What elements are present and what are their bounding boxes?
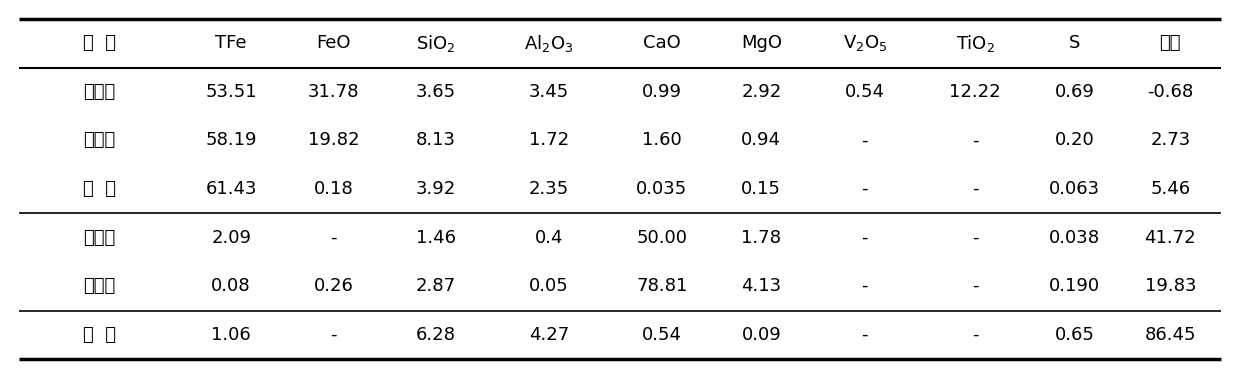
Text: FeO: FeO — [316, 34, 351, 52]
Text: 钒钛矿: 钒钛矿 — [83, 83, 115, 101]
Text: 53.51: 53.51 — [206, 83, 257, 101]
Text: 石灰石: 石灰石 — [83, 229, 115, 246]
Text: 2.35: 2.35 — [528, 180, 569, 198]
Text: 0.18: 0.18 — [314, 180, 353, 198]
Text: 61.43: 61.43 — [206, 180, 257, 198]
Text: -: - — [330, 326, 337, 344]
Text: 6.28: 6.28 — [415, 326, 455, 344]
Text: 0.09: 0.09 — [742, 326, 781, 344]
Text: 78.81: 78.81 — [636, 277, 687, 295]
Text: $\rm Al_2O_3$: $\rm Al_2O_3$ — [525, 33, 573, 54]
Text: 86.45: 86.45 — [1145, 326, 1197, 344]
Text: 41.72: 41.72 — [1145, 229, 1197, 246]
Text: 0.20: 0.20 — [1055, 132, 1095, 149]
Text: 1.46: 1.46 — [415, 229, 455, 246]
Text: TFe: TFe — [216, 34, 247, 52]
Text: 0.035: 0.035 — [636, 180, 687, 198]
Text: 2.09: 2.09 — [211, 229, 252, 246]
Text: -: - — [862, 132, 868, 149]
Text: -: - — [972, 277, 978, 295]
Text: 12.22: 12.22 — [950, 83, 1001, 101]
Text: 1.78: 1.78 — [742, 229, 781, 246]
Text: -: - — [972, 180, 978, 198]
Text: 58.19: 58.19 — [206, 132, 257, 149]
Text: 0.65: 0.65 — [1055, 326, 1095, 344]
Text: 1.06: 1.06 — [211, 326, 250, 344]
Text: 0.038: 0.038 — [1049, 229, 1100, 246]
Text: -: - — [862, 326, 868, 344]
Text: $\rm SiO_2$: $\rm SiO_2$ — [415, 33, 455, 54]
Text: 生石灰: 生石灰 — [83, 277, 115, 295]
Text: 1.72: 1.72 — [528, 132, 569, 149]
Text: -: - — [862, 277, 868, 295]
Text: S: S — [1069, 34, 1080, 52]
Text: 2.92: 2.92 — [742, 83, 781, 101]
Text: 0.94: 0.94 — [742, 132, 781, 149]
Text: 5.46: 5.46 — [1151, 180, 1190, 198]
Text: 4.13: 4.13 — [742, 277, 781, 295]
Text: 1.60: 1.60 — [642, 132, 682, 149]
Text: 0.4: 0.4 — [534, 229, 563, 246]
Text: -: - — [972, 229, 978, 246]
Text: 2.87: 2.87 — [415, 277, 456, 295]
Text: MgO: MgO — [740, 34, 781, 52]
Text: 国内精: 国内精 — [83, 132, 115, 149]
Text: 19.82: 19.82 — [308, 132, 360, 149]
Text: -: - — [972, 132, 978, 149]
Text: -: - — [330, 229, 337, 246]
Text: 3.92: 3.92 — [415, 180, 456, 198]
Text: 0.05: 0.05 — [528, 277, 569, 295]
Text: 0.063: 0.063 — [1049, 180, 1100, 198]
Text: 0.190: 0.190 — [1049, 277, 1100, 295]
Text: 19.83: 19.83 — [1145, 277, 1197, 295]
Text: 0.99: 0.99 — [642, 83, 682, 101]
Text: 4.27: 4.27 — [528, 326, 569, 344]
Text: 0.15: 0.15 — [742, 180, 781, 198]
Text: -: - — [972, 326, 978, 344]
Text: CaO: CaO — [642, 34, 681, 52]
Text: -0.68: -0.68 — [1147, 83, 1193, 101]
Text: 0.08: 0.08 — [211, 277, 250, 295]
Text: -: - — [862, 180, 868, 198]
Text: 0.54: 0.54 — [844, 83, 885, 101]
Text: -: - — [862, 229, 868, 246]
Text: $\rm V_2O_5$: $\rm V_2O_5$ — [843, 33, 887, 53]
Text: 8.13: 8.13 — [415, 132, 455, 149]
Text: 0.69: 0.69 — [1055, 83, 1095, 101]
Text: 原  料: 原 料 — [83, 34, 115, 52]
Text: 澳  矿: 澳 矿 — [83, 180, 115, 198]
Text: 烧损: 烧损 — [1159, 34, 1180, 52]
Text: 50.00: 50.00 — [636, 229, 687, 246]
Text: 2.73: 2.73 — [1151, 132, 1190, 149]
Text: 3.65: 3.65 — [415, 83, 456, 101]
Text: 3.45: 3.45 — [528, 83, 569, 101]
Text: 0.26: 0.26 — [314, 277, 353, 295]
Text: 0.54: 0.54 — [642, 326, 682, 344]
Text: 31.78: 31.78 — [308, 83, 360, 101]
Text: $\rm TiO_2$: $\rm TiO_2$ — [956, 33, 994, 54]
Text: 焦  粉: 焦 粉 — [83, 326, 115, 344]
